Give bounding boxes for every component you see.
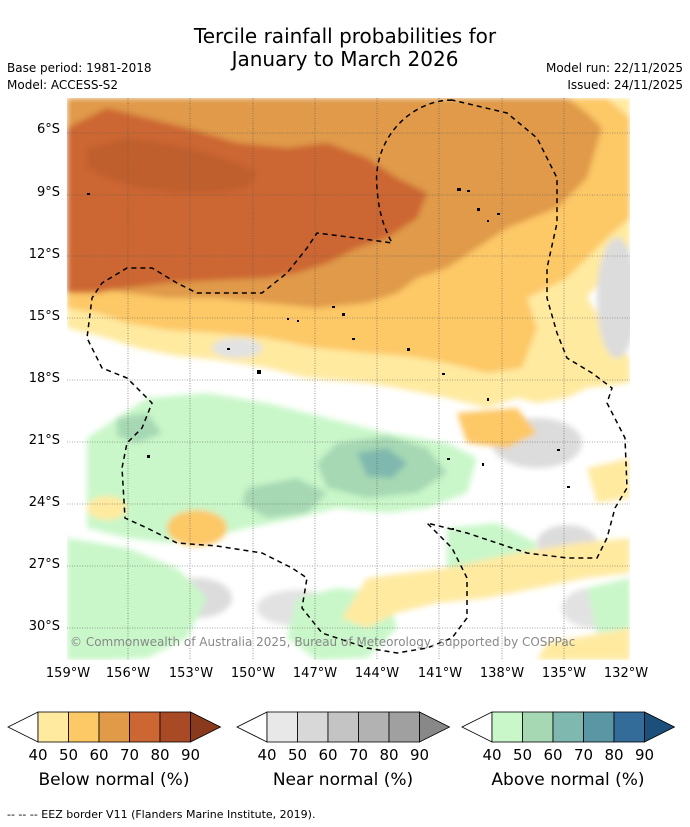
legend-above-tick: 80 [604, 746, 623, 764]
legend-near-swatch [266, 711, 298, 743]
legend-above-min-arrow [461, 711, 493, 743]
legend-near-max-arrow [419, 711, 451, 743]
legend-below-swatch [159, 711, 191, 743]
copyright-text: © Commonwealth of Australia 2025, Bureau… [70, 635, 575, 649]
lon-label: 132°W [603, 666, 649, 681]
probability-map: © Commonwealth of Australia 2025, Bureau… [67, 98, 637, 660]
below-80-region [87, 138, 257, 193]
lon-label: 141°W [417, 666, 463, 681]
legend-above-swatch [583, 711, 615, 743]
legend-near-swatch [297, 711, 329, 743]
lon-label: 153°W [168, 666, 214, 681]
legend-bars: 40 50 60 70 80 90 40 50 60 70 80 90 40 50 60 70 80 90 [7, 711, 676, 764]
legend-below-tick: 50 [59, 746, 78, 764]
lat-label: 9°S [36, 185, 60, 200]
issued-date: Issued: 24/11/2025 [567, 78, 683, 92]
legend-near-swatch [327, 711, 359, 743]
eez-border [86, 99, 628, 654]
lat-label: 15°S [28, 309, 60, 324]
legend-below-min-arrow [7, 711, 39, 743]
graticule [67, 98, 630, 660]
legend-below-swatch [98, 711, 130, 743]
below-normal-patch [457, 408, 537, 448]
lon-label: 138°W [479, 666, 525, 681]
near-normal-patch [212, 338, 262, 358]
lon-label: 144°W [354, 666, 400, 681]
map-title-line2: January to March 2026 [231, 47, 459, 71]
above-60-region [357, 448, 407, 478]
above-40-region [587, 578, 630, 633]
legend-above-max-arrow [644, 711, 676, 743]
lat-label: 30°S [28, 619, 60, 634]
lat-label: 27°S [28, 557, 60, 572]
legend-below-swatch [129, 711, 161, 743]
legend-above-tick: 90 [635, 746, 654, 764]
legend-above-tick: 40 [482, 746, 501, 764]
legend-above-swatch [491, 711, 523, 743]
islands [87, 188, 570, 530]
base-period: Base period: 1981-2018 [7, 61, 152, 75]
legend-below-swatch [37, 711, 69, 743]
lon-label: 135°W [541, 666, 587, 681]
below-normal-patch [537, 628, 630, 660]
legend-title-near: Near normal (%) [272, 770, 414, 790]
legend-near-tick: 80 [379, 746, 398, 764]
lon-label: 156°W [105, 666, 151, 681]
below-normal-patch [342, 538, 630, 628]
legend-near-min-arrow [236, 711, 268, 743]
legend-above-swatch [522, 711, 554, 743]
lat-label: 12°S [28, 247, 60, 262]
legend-below-tick: 40 [28, 746, 47, 764]
legend-near-tick: 90 [410, 746, 429, 764]
legend-near-tick: 50 [288, 746, 307, 764]
lon-label: 159°W [45, 666, 91, 681]
eez-footnote: -- -- -- EEZ border V11 (Flanders Marine… [7, 808, 316, 821]
legend-below-tick: 90 [181, 746, 200, 764]
legend-above-swatch [613, 711, 645, 743]
legend-below-tick: 80 [150, 746, 169, 764]
legend-near-tick: 70 [349, 746, 368, 764]
above-40-region [87, 393, 477, 543]
legend-above-tick: 50 [513, 746, 532, 764]
legend-near-tick: 60 [318, 746, 337, 764]
legend-above-tick: 70 [574, 746, 593, 764]
legend-below-max-arrow [190, 711, 222, 743]
legend-below-swatch [68, 711, 100, 743]
below-normal-patch [167, 510, 227, 546]
legend-title-above: Above normal (%) [491, 770, 645, 790]
lon-label: 147°W [292, 666, 338, 681]
legend-title-below: Below normal (%) [38, 770, 190, 790]
near-normal-patch [597, 238, 637, 358]
legend-above-tick: 60 [543, 746, 562, 764]
above-40-region [67, 538, 207, 660]
legend-near-swatch [358, 711, 390, 743]
probability-fields [67, 98, 637, 660]
legend-above-swatch [552, 711, 584, 743]
below-normal-patch [87, 496, 127, 520]
lat-label: 24°S [28, 495, 60, 510]
lat-label: 18°S [28, 371, 60, 386]
legend-near-swatch [388, 711, 420, 743]
lat-label: 21°S [28, 433, 60, 448]
model-name: Model: ACCESS-S2 [7, 78, 119, 92]
legend-below-tick: 70 [120, 746, 139, 764]
legend-below-tick: 60 [89, 746, 108, 764]
lat-label: 6°S [36, 122, 60, 137]
above-50-region [242, 478, 327, 518]
map-canvas: © Commonwealth of Australia 2025, Bureau… [67, 98, 637, 660]
below-normal-patch [587, 458, 630, 503]
lon-label: 150°W [230, 666, 276, 681]
map-title-line1: Tercile rainfall probabilities for [193, 24, 497, 48]
legend-near-tick: 40 [257, 746, 276, 764]
model-run: Model run: 22/11/2025 [545, 61, 683, 75]
